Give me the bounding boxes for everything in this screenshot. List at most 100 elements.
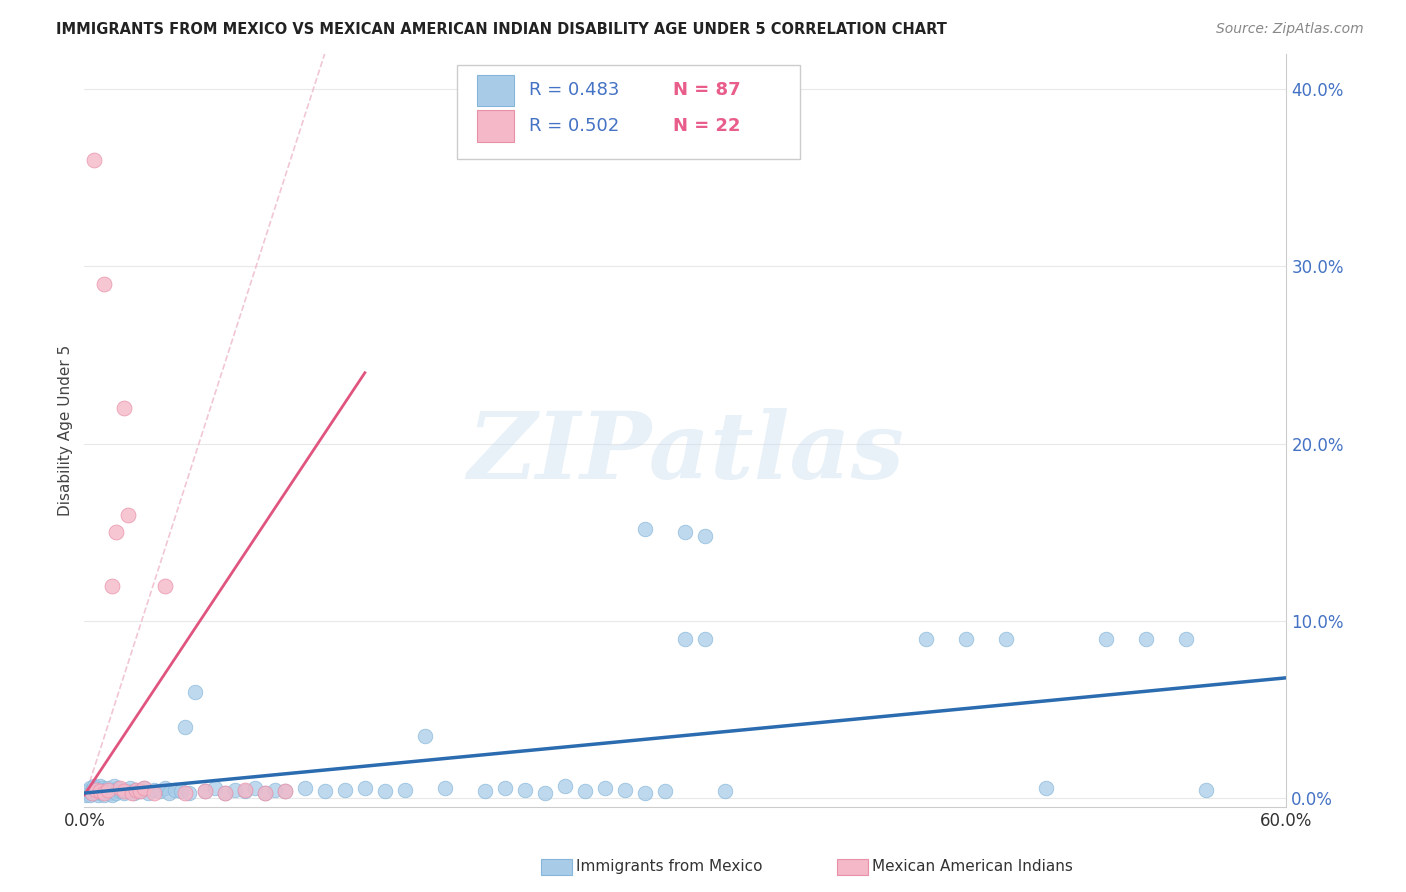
Point [149,784,172,798]
Point [1175,632,1198,646]
Point [675,632,697,646]
Point [103,784,125,798]
Point [143,786,166,800]
Point [204,780,226,795]
Point [1195,782,1218,797]
Point [101,788,124,802]
Point [194,784,217,798]
Point [111,782,134,797]
Point [117,784,139,798]
Text: R = 0.502: R = 0.502 [529,117,620,135]
Point [534,786,557,800]
FancyBboxPatch shape [457,65,800,159]
Point [695,632,717,646]
Point [695,529,717,543]
Point [595,780,617,795]
Point [224,782,246,797]
Point [374,784,396,798]
Point [105,525,128,540]
Point [114,401,135,416]
Y-axis label: Disability Age Under 5: Disability Age Under 5 [58,345,73,516]
Point [294,780,316,795]
Point [173,721,195,735]
Point [101,578,124,592]
Point [214,786,236,800]
Point [494,780,516,795]
Point [354,780,377,795]
Point [110,780,132,795]
Point [129,784,152,798]
Text: Immigrants from Mexico: Immigrants from Mexico [576,859,763,873]
Text: N = 22: N = 22 [673,117,741,135]
Point [314,784,336,798]
Point [86,786,108,800]
Point [82,786,104,800]
Point [97,780,120,795]
Point [83,784,105,798]
Point [714,784,737,798]
FancyBboxPatch shape [478,75,513,106]
Point [83,153,105,167]
Point [89,784,111,798]
Point [77,784,100,798]
FancyBboxPatch shape [478,110,513,142]
Point [955,632,977,646]
Point [114,784,135,798]
Point [87,782,110,797]
Point [253,786,276,800]
Point [87,788,110,802]
Point [515,782,537,797]
Point [634,522,657,536]
Point [243,780,266,795]
Point [263,782,285,797]
Point [86,780,108,795]
Point [82,782,104,797]
Point [157,786,180,800]
Point [614,782,637,797]
Point [169,784,191,798]
Point [153,578,176,592]
Point [413,729,436,743]
Point [105,786,128,800]
Point [654,784,676,798]
Text: N = 87: N = 87 [673,81,741,99]
Point [675,525,697,540]
Text: R = 0.483: R = 0.483 [529,81,620,99]
Text: ZIPatlas: ZIPatlas [467,408,904,498]
Point [177,786,200,800]
Point [253,786,276,800]
Point [96,784,118,798]
Point [75,788,97,802]
Text: Source: ZipAtlas.com: Source: ZipAtlas.com [1216,22,1364,37]
Point [79,780,101,795]
Point [93,786,115,800]
Point [86,782,108,797]
Point [125,782,148,797]
Point [83,779,105,793]
Point [183,685,205,699]
Point [394,782,416,797]
Point [138,786,160,800]
Point [194,784,217,798]
Point [97,782,120,797]
Point [93,788,115,802]
Point [995,632,1018,646]
Text: IMMIGRANTS FROM MEXICO VS MEXICAN AMERICAN INDIAN DISABILITY AGE UNDER 5 CORRELA: IMMIGRANTS FROM MEXICO VS MEXICAN AMERIC… [56,22,948,37]
Point [333,782,356,797]
Point [91,780,114,795]
Point [214,786,236,800]
Point [634,786,657,800]
Point [82,786,104,800]
Point [110,784,132,798]
Point [89,779,111,793]
Point [1135,632,1157,646]
Point [233,782,256,797]
Point [274,784,297,798]
Point [233,784,256,798]
Point [554,779,576,793]
Point [143,782,166,797]
Point [117,508,139,522]
Point [100,782,122,797]
Point [114,786,135,800]
Point [134,780,156,795]
